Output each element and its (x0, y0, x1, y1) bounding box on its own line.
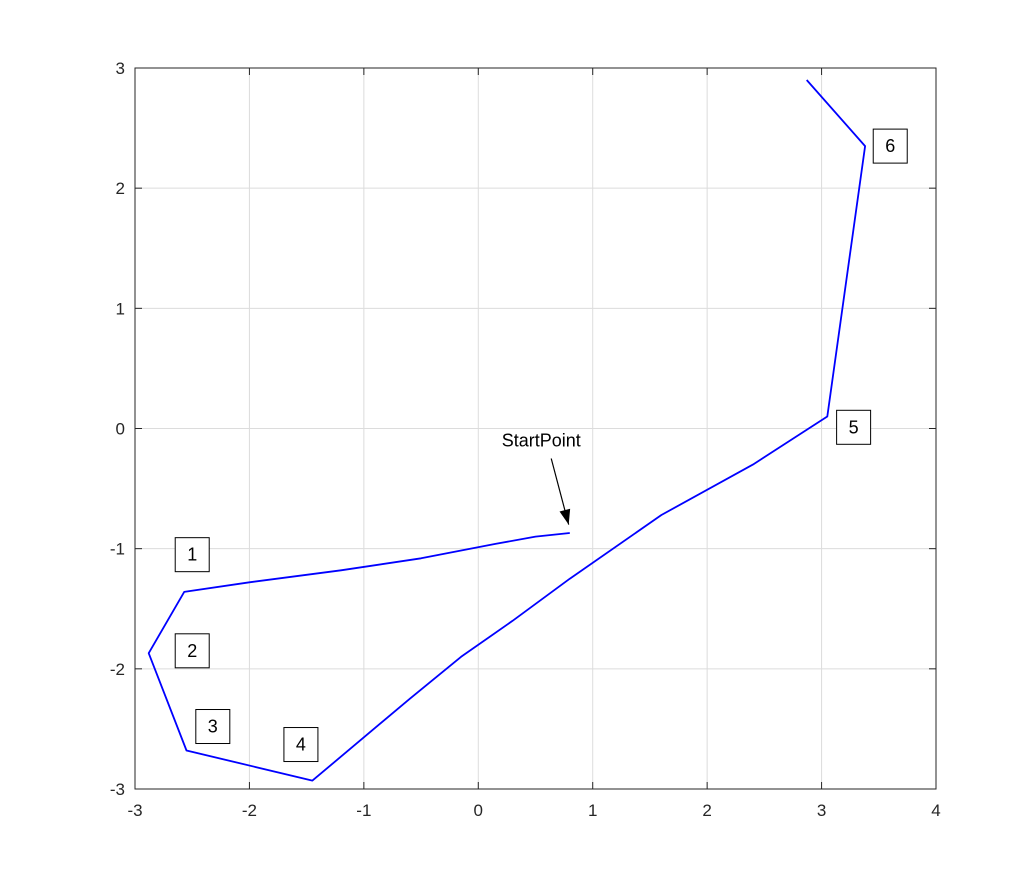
x-tick-label: 1 (588, 801, 597, 820)
x-tick-label: 2 (702, 801, 711, 820)
point-label: 2 (187, 641, 197, 661)
startpoint-arrow-head (559, 508, 571, 525)
axis-ticks: -3 -2 -1 0 1 2 3 4 3 2 1 0 -1 -2 -3 (110, 59, 941, 820)
grid (134, 67, 937, 790)
x-tick-label: 0 (474, 801, 483, 820)
y-tick-label: -3 (110, 780, 125, 799)
point-label-box (195, 709, 231, 745)
trajectory-line (147, 79, 866, 782)
point-label-box (836, 409, 872, 445)
point-label: 5 (849, 417, 859, 437)
series (147, 79, 866, 782)
point-label-box (872, 128, 908, 164)
x-tick-label: 4 (931, 801, 940, 820)
point-label: 4 (296, 735, 306, 755)
startpoint-label: StartPoint (502, 431, 581, 451)
point-labels: 1 2 3 4 5 6 (174, 128, 908, 763)
point-label-box (174, 633, 210, 669)
point-label-box (174, 537, 210, 573)
x-tick-label: -3 (127, 801, 142, 820)
point-label-box (283, 727, 319, 763)
x-tick-label: 3 (817, 801, 826, 820)
annotation: StartPoint (502, 431, 581, 525)
y-tick-label: -2 (110, 660, 125, 679)
point-label: 6 (885, 136, 895, 156)
y-tick-label: 3 (116, 59, 125, 78)
y-tick-label: 1 (116, 299, 125, 318)
y-tick-label: 0 (116, 420, 125, 439)
y-tick-label: -1 (110, 540, 125, 559)
point-label: 1 (187, 545, 197, 565)
y-tick-label: 2 (116, 179, 125, 198)
x-tick-label: -2 (242, 801, 257, 820)
point-label: 3 (208, 717, 218, 737)
x-tick-label: -1 (356, 801, 371, 820)
